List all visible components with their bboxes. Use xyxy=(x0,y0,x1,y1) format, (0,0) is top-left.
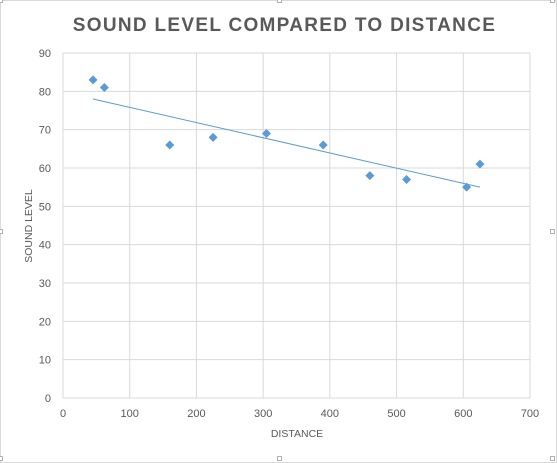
data-point[interactable] xyxy=(261,129,271,138)
y-tick-label: 60 xyxy=(39,163,51,175)
data-point[interactable] xyxy=(99,83,109,92)
data-point[interactable] xyxy=(462,182,472,192)
y-tick-label: 40 xyxy=(39,240,51,252)
tick-labels: 0 10 20 30 40 50 60 70 80 90 0 100 200 300 400 500 600 70… xyxy=(39,48,539,420)
data-point[interactable] xyxy=(402,175,412,184)
x-tick-label: 300 xyxy=(254,408,272,420)
resize-handle-top-center[interactable] xyxy=(277,0,282,3)
resize-handle-middle-left[interactable] xyxy=(0,229,3,234)
resize-handle-top-right[interactable] xyxy=(550,0,555,3)
resize-handle-top-left[interactable] xyxy=(0,0,3,3)
x-tick-label: 600 xyxy=(454,408,472,420)
resize-handle-bottom-center[interactable] xyxy=(277,456,282,461)
gridlines xyxy=(62,52,531,399)
y-tick-label: 0 xyxy=(45,393,51,405)
data-points xyxy=(88,75,485,192)
resize-handle-middle-right[interactable] xyxy=(550,229,555,234)
y-tick-label: 20 xyxy=(39,316,51,328)
trendline[interactable] xyxy=(92,98,481,188)
data-point[interactable] xyxy=(165,140,175,150)
data-point[interactable] xyxy=(318,140,328,150)
y-axis-title[interactable]: SOUND LEVEL xyxy=(23,189,35,263)
trendline-layer xyxy=(92,98,481,188)
chart-title[interactable]: SOUND LEVEL COMPARED TO DISTANCE xyxy=(72,15,497,36)
x-tick-label: 400 xyxy=(321,408,339,420)
data-point[interactable] xyxy=(365,171,375,181)
data-point[interactable] xyxy=(475,159,485,169)
x-tick-label: 500 xyxy=(387,408,405,420)
y-tick-label: 10 xyxy=(39,355,51,367)
y-tick-label: 50 xyxy=(39,201,51,213)
x-tick-label: 100 xyxy=(121,408,139,420)
data-point[interactable] xyxy=(208,132,218,142)
x-tick-label: 200 xyxy=(187,408,205,420)
y-tick-label: 80 xyxy=(39,86,51,98)
data-point[interactable] xyxy=(88,75,98,85)
y-tick-label: 90 xyxy=(39,48,51,60)
x-tick-label: 700 xyxy=(521,408,539,420)
y-tick-label: 30 xyxy=(39,278,51,290)
resize-handle-bottom-left[interactable] xyxy=(0,456,3,461)
x-tick-label: 0 xyxy=(60,408,66,420)
resize-handle-bottom-right[interactable] xyxy=(550,456,555,461)
x-axis-title[interactable]: DISTANCE xyxy=(271,428,323,440)
y-tick-label: 70 xyxy=(39,125,51,137)
